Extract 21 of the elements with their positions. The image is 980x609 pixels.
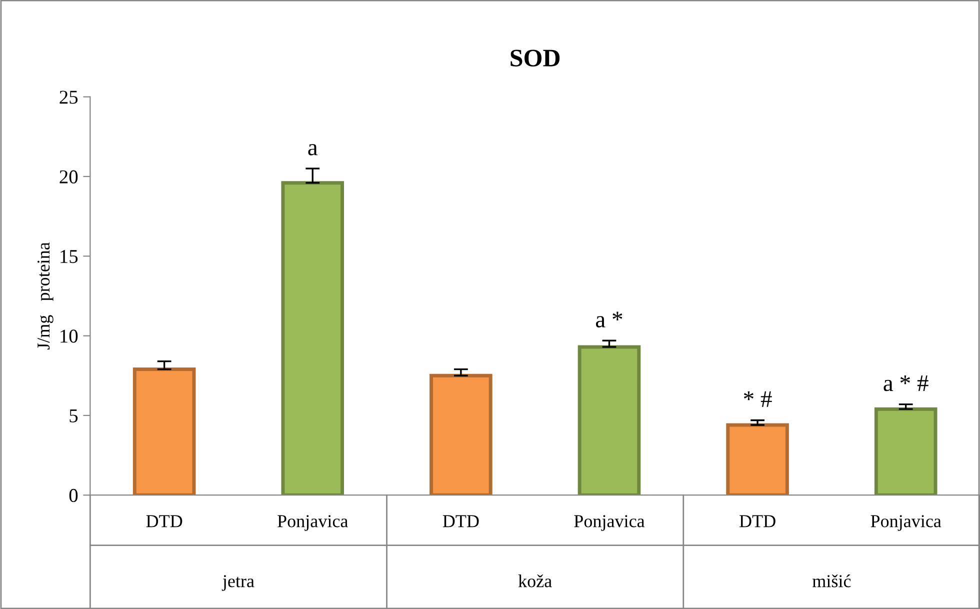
data-label: * # <box>744 391 772 407</box>
data-label: a * # <box>884 375 928 392</box>
x-tick-label: Ponjavica <box>574 515 645 531</box>
chart-title: SOD <box>510 50 560 67</box>
x-tick-label: Ponjavica <box>278 515 348 531</box>
y-axis-title: J/mg proteina <box>38 242 54 350</box>
text: koža <box>518 574 552 588</box>
y-tick-label: 15 <box>60 250 78 264</box>
x-tick-label: Ponjavica <box>870 515 942 531</box>
y-tick-label: 20 <box>60 170 78 184</box>
x-tick-label: DTD <box>740 515 776 528</box>
y-tick-label: 10 <box>60 330 78 343</box>
y-tick-label: 5 <box>70 409 78 422</box>
data-label: a * <box>596 312 622 328</box>
text: mišić <box>812 574 851 588</box>
text: jetra <box>222 575 254 591</box>
x-tick-label: DTD <box>442 515 479 528</box>
x-tick-label: DTD <box>146 515 182 528</box>
y-tick-label: 0 <box>69 488 78 502</box>
data-label: a <box>308 144 318 156</box>
y-tick-label: 25 <box>60 90 78 104</box>
